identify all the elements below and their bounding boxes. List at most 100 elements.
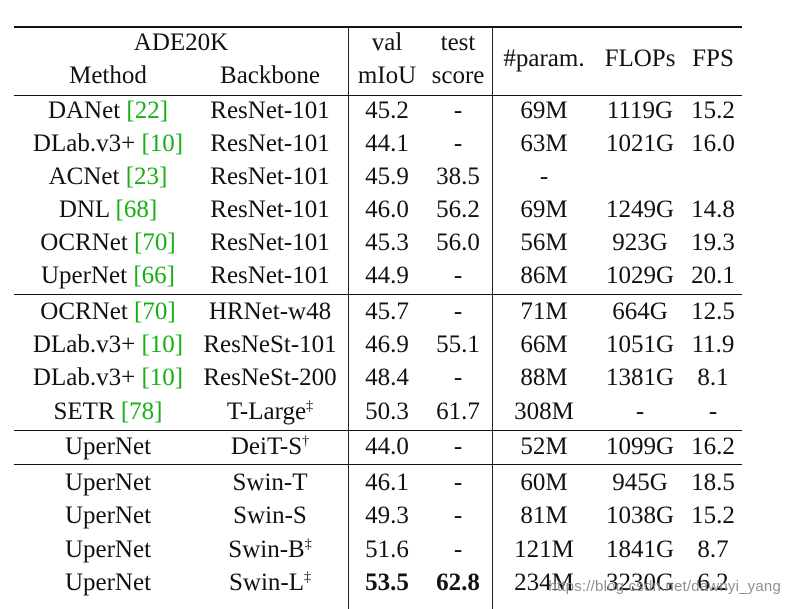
- citation-link[interactable]: [68]: [115, 196, 158, 223]
- citation-link[interactable]: [78]: [120, 398, 163, 425]
- header-flops: FLOPs: [604, 45, 676, 72]
- test-score-cell: -: [453, 364, 463, 391]
- method-cell: DLab.v3+ [10]: [32, 364, 184, 391]
- param-cell: 66M: [520, 331, 568, 358]
- test-score-cell: 38.5: [436, 163, 480, 190]
- method-cell: SETR [78]: [53, 398, 163, 425]
- param-cell: 88M: [520, 364, 568, 391]
- flops-cell: 945G: [612, 469, 668, 496]
- val-miou-cell: 46.0: [365, 196, 409, 223]
- test-score-cell: -: [453, 469, 463, 496]
- citation-link[interactable]: [70]: [134, 229, 176, 256]
- backbone-cell: Swin-L‡: [229, 569, 311, 596]
- citation-link[interactable]: [10]: [141, 331, 184, 358]
- test-score-cell: -: [453, 262, 463, 289]
- test-score-cell: 61.7: [436, 398, 480, 425]
- column-divider-1: [348, 28, 350, 609]
- val-miou-cell: 45.2: [365, 97, 409, 124]
- method-cell: OCRNet [70]: [40, 298, 176, 325]
- citation-link[interactable]: [10]: [141, 364, 184, 391]
- fps-cell: 16.0: [691, 130, 735, 157]
- backbone-cell: ResNet-101: [210, 229, 330, 256]
- param-cell: 56M: [520, 229, 568, 256]
- fps-cell: 20.1: [691, 262, 735, 289]
- fps-cell: 15.2: [691, 97, 735, 124]
- fps-cell: 8.1: [697, 364, 729, 391]
- param-cell: 234M: [514, 569, 574, 596]
- flops-cell: 1381G: [605, 364, 675, 391]
- test-score-cell: -: [453, 502, 463, 529]
- test-score-cell: 62.8: [436, 569, 480, 596]
- fps-cell: [684, 161, 742, 193]
- citation-link[interactable]: [10]: [141, 130, 184, 157]
- val-miou-cell: 44.0: [365, 433, 409, 460]
- flops-cell: 664G: [612, 298, 668, 325]
- citation-link[interactable]: [23]: [125, 163, 168, 190]
- column-divider-2: [492, 28, 494, 609]
- fps-cell: 19.3: [691, 229, 735, 256]
- fps-cell: 14.8: [691, 196, 735, 223]
- backbone-cell: Swin-B‡: [228, 536, 312, 563]
- backbone-cell: ResNet-101: [210, 163, 330, 190]
- method-cell: DANet [22]: [47, 97, 169, 124]
- header-miou: mIoU: [357, 62, 417, 89]
- test-score-cell: 56.0: [436, 229, 480, 256]
- param-cell: 60M: [520, 469, 568, 496]
- header-dataset: ADE20K: [133, 29, 229, 56]
- method-cell: UperNet: [64, 536, 152, 563]
- method-cell: UperNet: [64, 502, 152, 529]
- test-score-cell: 55.1: [436, 331, 480, 358]
- test-score-cell: -: [453, 536, 463, 563]
- val-miou-cell: 46.9: [365, 331, 409, 358]
- fps-cell: 16.2: [691, 433, 735, 460]
- citation-link[interactable]: [22]: [126, 97, 169, 124]
- backbone-cell: HRNet-w48: [208, 298, 332, 325]
- group-rule-2: [14, 430, 742, 432]
- flops-cell: 1841G: [605, 536, 675, 563]
- citation-link[interactable]: [70]: [134, 298, 176, 325]
- flops-cell: -: [635, 398, 645, 425]
- header-rule: [14, 95, 742, 97]
- val-miou-cell: 45.7: [365, 298, 409, 325]
- group-rule-3: [14, 464, 742, 466]
- watermark: https://blog.csdn.net/dawnyi_yang: [548, 578, 781, 595]
- method-cell: UperNet [66]: [41, 262, 175, 289]
- header-backbone: Backbone: [220, 62, 320, 89]
- backbone-cell: ResNet-101: [210, 97, 330, 124]
- fps-cell: 8.7: [697, 536, 729, 563]
- flops-cell: 1099G: [605, 433, 675, 460]
- header-method: Method: [69, 62, 147, 89]
- param-cell: 71M: [520, 298, 568, 325]
- backbone-cell: DeiT-S†: [230, 433, 310, 460]
- param-cell: 121M: [514, 536, 574, 563]
- val-miou-cell: 48.4: [365, 364, 409, 391]
- header-test: test: [440, 29, 476, 56]
- flops-cell: 1119G: [606, 97, 674, 124]
- header-fps: FPS: [692, 45, 734, 72]
- test-score-cell: -: [453, 298, 463, 325]
- test-score-cell: -: [453, 97, 463, 124]
- param-cell: 69M: [520, 97, 568, 124]
- val-miou-cell: 53.5: [365, 569, 409, 596]
- val-miou-cell: 46.1: [365, 469, 409, 496]
- header-val: val: [371, 29, 403, 56]
- backbone-cell: T-Large‡: [226, 398, 314, 425]
- flops-cell: 3230G: [605, 569, 675, 596]
- backbone-cell: ResNet-101: [210, 196, 330, 223]
- flops-cell: [596, 161, 684, 193]
- flops-cell: 1021G: [605, 130, 675, 157]
- param-cell: 69M: [520, 196, 568, 223]
- param-cell: 52M: [520, 433, 568, 460]
- flops-cell: 923G: [612, 229, 668, 256]
- val-miou-cell: 45.9: [365, 163, 409, 190]
- val-miou-cell: 44.1: [365, 130, 409, 157]
- flops-cell: 1029G: [605, 262, 675, 289]
- method-cell: UperNet: [64, 569, 152, 596]
- fps-cell: 18.5: [691, 469, 735, 496]
- val-miou-cell: 49.3: [365, 502, 409, 529]
- test-score-cell: -: [453, 433, 463, 460]
- citation-link[interactable]: [66]: [133, 262, 175, 289]
- param-cell: 86M: [520, 262, 568, 289]
- val-miou-cell: 45.3: [365, 229, 409, 256]
